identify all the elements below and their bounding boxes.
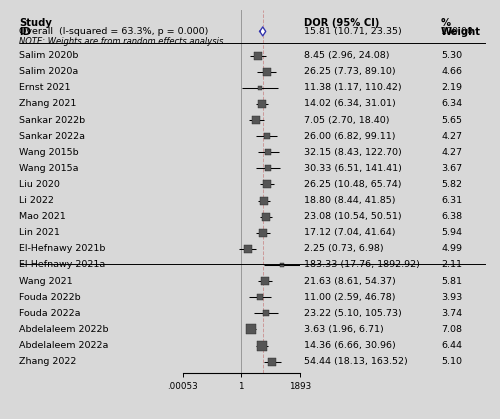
Text: 26.25 (7.73, 89.10): 26.25 (7.73, 89.10) (304, 67, 395, 76)
Text: 4.66: 4.66 (441, 67, 462, 76)
Text: Mao 2021: Mao 2021 (19, 212, 66, 221)
Text: DOR (95% CI): DOR (95% CI) (304, 18, 379, 28)
Text: 21.63 (8.61, 54.37): 21.63 (8.61, 54.37) (304, 277, 395, 286)
Text: 23.22 (5.10, 105.73): 23.22 (5.10, 105.73) (304, 309, 401, 318)
Text: 6.31: 6.31 (441, 196, 462, 205)
Text: %: % (441, 18, 451, 28)
Text: 11.00 (2.59, 46.78): 11.00 (2.59, 46.78) (304, 293, 395, 302)
Text: 3.74: 3.74 (441, 309, 462, 318)
Text: Wang 2015a: Wang 2015a (19, 164, 78, 173)
Text: 54.44 (18.13, 163.52): 54.44 (18.13, 163.52) (304, 357, 407, 366)
Text: 23.08 (10.54, 50.51): 23.08 (10.54, 50.51) (304, 212, 401, 221)
Text: Sankar 2022b: Sankar 2022b (19, 116, 85, 124)
Text: 6.38: 6.38 (441, 212, 462, 221)
Text: 18.80 (8.44, 41.85): 18.80 (8.44, 41.85) (304, 196, 395, 205)
Text: Salim 2020b: Salim 2020b (19, 51, 78, 60)
Text: 14.02 (6.34, 31.01): 14.02 (6.34, 31.01) (304, 99, 395, 109)
Text: 5.81: 5.81 (441, 277, 462, 286)
Text: 4.27: 4.27 (441, 148, 462, 157)
Text: Zhang 2021: Zhang 2021 (19, 99, 76, 109)
Text: 5.10: 5.10 (441, 357, 462, 366)
Text: 2.11: 2.11 (441, 261, 462, 269)
Text: 7.08: 7.08 (441, 325, 462, 334)
Text: Fouda 2022a: Fouda 2022a (19, 309, 80, 318)
Text: El-Hefnawy 2021a: El-Hefnawy 2021a (19, 261, 105, 269)
Text: Wang 2015b: Wang 2015b (19, 148, 78, 157)
Text: 5.82: 5.82 (441, 180, 462, 189)
Text: Lin 2021: Lin 2021 (19, 228, 60, 237)
Text: Li 2022: Li 2022 (19, 196, 54, 205)
Text: 5.65: 5.65 (441, 116, 462, 124)
Text: 17.12 (7.04, 41.64): 17.12 (7.04, 41.64) (304, 228, 395, 237)
Text: ID: ID (19, 27, 31, 37)
Text: 100.00: 100.00 (441, 27, 474, 36)
Text: El-Hefnawy 2021b: El-Hefnawy 2021b (19, 244, 106, 253)
Text: 26.00 (6.82, 99.11): 26.00 (6.82, 99.11) (304, 132, 395, 141)
Text: Abdelaleem 2022a: Abdelaleem 2022a (19, 341, 108, 350)
Text: 7.05 (2.70, 18.40): 7.05 (2.70, 18.40) (304, 116, 389, 124)
Text: NOTE: Weights are from random effects analysis: NOTE: Weights are from random effects an… (19, 37, 224, 47)
Text: 8.45 (2.96, 24.08): 8.45 (2.96, 24.08) (304, 51, 389, 60)
Text: 2.19: 2.19 (441, 83, 462, 92)
Text: Weight: Weight (441, 27, 481, 37)
Text: 11.38 (1.17, 110.42): 11.38 (1.17, 110.42) (304, 83, 401, 92)
Text: Wang 2021: Wang 2021 (19, 277, 72, 286)
Text: 2.25 (0.73, 6.98): 2.25 (0.73, 6.98) (304, 244, 383, 253)
Text: 4.27: 4.27 (441, 132, 462, 141)
Text: 15.81 (10.71, 23.35): 15.81 (10.71, 23.35) (304, 27, 401, 36)
Text: 3.93: 3.93 (441, 293, 462, 302)
Text: 14.36 (6.66, 30.96): 14.36 (6.66, 30.96) (304, 341, 395, 350)
Text: 4.99: 4.99 (441, 244, 462, 253)
Text: 26.25 (10.48, 65.74): 26.25 (10.48, 65.74) (304, 180, 401, 189)
Text: 6.34: 6.34 (441, 99, 462, 109)
Text: Fouda 2022b: Fouda 2022b (19, 293, 80, 302)
Text: Salim 2020a: Salim 2020a (19, 67, 78, 76)
Text: 5.94: 5.94 (441, 228, 462, 237)
Text: Zhang 2022: Zhang 2022 (19, 357, 76, 366)
Text: 5.30: 5.30 (441, 51, 462, 60)
Text: Abdelaleem 2022b: Abdelaleem 2022b (19, 325, 108, 334)
Text: 6.44: 6.44 (441, 341, 462, 350)
Text: 3.63 (1.96, 6.71): 3.63 (1.96, 6.71) (304, 325, 384, 334)
Text: Study: Study (19, 18, 52, 28)
Text: Ernst 2021: Ernst 2021 (19, 83, 70, 92)
Text: 3.67: 3.67 (441, 164, 462, 173)
Text: 32.15 (8.43, 122.70): 32.15 (8.43, 122.70) (304, 148, 401, 157)
Text: Liu 2020: Liu 2020 (19, 180, 60, 189)
Text: 30.33 (6.51, 141.41): 30.33 (6.51, 141.41) (304, 164, 402, 173)
Text: Sankar 2022a: Sankar 2022a (19, 132, 85, 141)
Text: Overall  (I-squared = 63.3%, p = 0.000): Overall (I-squared = 63.3%, p = 0.000) (19, 27, 208, 36)
Polygon shape (260, 27, 266, 36)
Text: 183.33 (17.76, 1892.92): 183.33 (17.76, 1892.92) (304, 261, 420, 269)
